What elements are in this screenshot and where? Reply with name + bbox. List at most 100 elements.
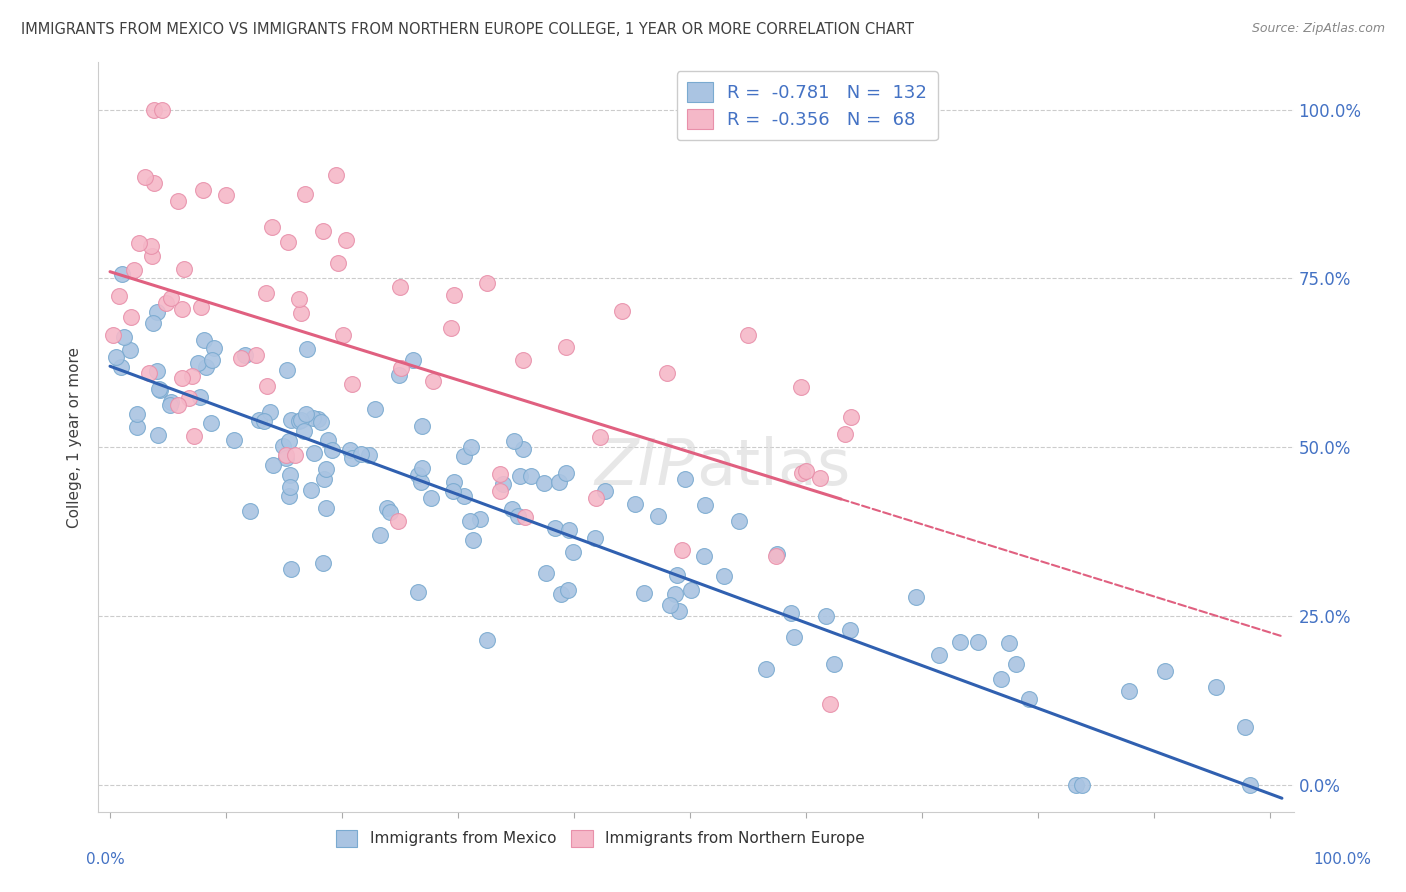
Point [274, 449, 297, 463]
Point [190, 300, 212, 314]
Point [501, 501, 523, 516]
Point [990, 672, 1012, 686]
Point [411, 461, 433, 475]
Point [389, 280, 412, 294]
Point [202, 341, 225, 355]
Point [181, 369, 204, 384]
Point [839, 409, 862, 424]
Point [389, 360, 412, 375]
Point [124, 262, 146, 277]
Point [120, 310, 142, 324]
Point [808, 471, 831, 485]
Point [593, 483, 616, 498]
Point [664, 587, 686, 601]
Point [200, 416, 222, 430]
Point [633, 586, 655, 600]
Point [949, 634, 972, 648]
Point [562, 545, 585, 559]
Point [307, 412, 329, 426]
Point [295, 408, 318, 422]
Point [256, 378, 278, 392]
Point [332, 328, 354, 343]
Point [1064, 778, 1087, 792]
Point [1233, 720, 1256, 734]
Point [668, 604, 690, 618]
Legend: Immigrants from Mexico, Immigrants from Northern Europe: Immigrants from Mexico, Immigrants from … [330, 824, 870, 853]
Point [655, 366, 678, 380]
Point [534, 566, 557, 580]
Point [441, 483, 464, 498]
Point [302, 411, 325, 425]
Point [378, 505, 401, 519]
Point [342, 450, 364, 465]
Text: IMMIGRANTS FROM MEXICO VS IMMIGRANTS FROM NORTHERN EUROPE COLLEGE, 1 YEAR OR MOR: IMMIGRANTS FROM MEXICO VS IMMIGRANTS FRO… [21, 22, 914, 37]
Point [557, 582, 579, 597]
Point [554, 467, 576, 481]
Point [112, 330, 135, 344]
Point [589, 429, 612, 443]
Point [278, 480, 301, 494]
Point [368, 528, 391, 542]
Point [583, 531, 606, 545]
Point [998, 636, 1021, 650]
Point [695, 498, 717, 512]
Point [321, 443, 343, 458]
Point [143, 176, 166, 190]
Text: atlas: atlas [696, 436, 851, 498]
Point [470, 511, 492, 525]
Point [543, 521, 565, 535]
Point [520, 468, 543, 483]
Point [440, 321, 463, 335]
Point [443, 288, 465, 302]
Point [838, 624, 860, 638]
Point [294, 187, 316, 202]
Point [419, 491, 441, 505]
Point [253, 415, 276, 429]
Point [290, 413, 312, 427]
Point [357, 448, 380, 462]
Point [550, 587, 572, 601]
Point [177, 391, 200, 405]
Point [304, 446, 326, 460]
Point [834, 427, 856, 442]
Point [290, 306, 312, 320]
Text: 100.0%: 100.0% [1313, 852, 1372, 867]
Point [624, 498, 647, 512]
Point [790, 379, 813, 393]
Point [274, 450, 297, 465]
Point [172, 371, 194, 385]
Point [284, 448, 307, 462]
Point [187, 356, 209, 370]
Point [148, 382, 170, 396]
Point [422, 374, 444, 388]
Point [713, 569, 735, 583]
Point [339, 442, 361, 457]
Point [647, 508, 669, 523]
Point [145, 363, 167, 377]
Point [315, 500, 337, 515]
Point [512, 442, 534, 456]
Point [512, 352, 534, 367]
Point [679, 583, 702, 598]
Point [815, 609, 838, 624]
Point [1071, 778, 1094, 792]
Point [665, 567, 688, 582]
Point [406, 585, 429, 599]
Point [1205, 680, 1227, 694]
Point [292, 424, 315, 438]
Point [1153, 664, 1175, 678]
Point [280, 561, 302, 575]
Point [783, 630, 806, 644]
Point [288, 414, 311, 428]
Point [610, 303, 633, 318]
Point [183, 429, 205, 443]
Point [111, 267, 134, 281]
Point [155, 296, 177, 310]
Point [509, 469, 531, 483]
Point [533, 475, 555, 490]
Point [309, 415, 332, 429]
Point [229, 351, 252, 365]
Point [280, 468, 302, 483]
Point [737, 327, 759, 342]
Y-axis label: College, 1 year or more: College, 1 year or more [67, 347, 83, 527]
